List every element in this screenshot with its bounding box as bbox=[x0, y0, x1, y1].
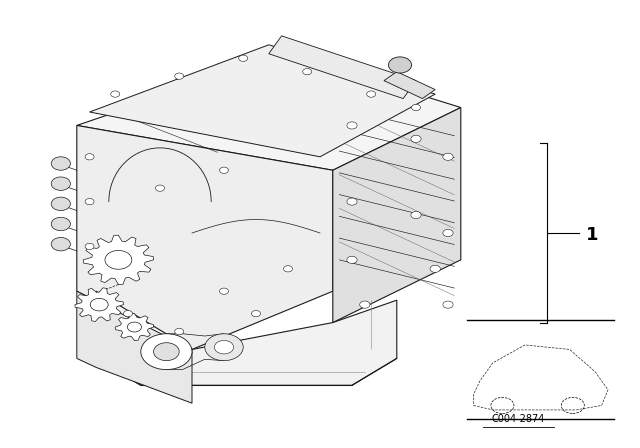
Circle shape bbox=[411, 211, 421, 219]
Circle shape bbox=[412, 104, 420, 111]
Circle shape bbox=[220, 167, 228, 173]
Circle shape bbox=[252, 310, 260, 317]
Circle shape bbox=[175, 328, 184, 335]
Circle shape bbox=[443, 153, 453, 160]
Polygon shape bbox=[333, 108, 461, 323]
Circle shape bbox=[141, 334, 192, 370]
Circle shape bbox=[239, 55, 248, 61]
Circle shape bbox=[303, 69, 312, 75]
Circle shape bbox=[51, 237, 70, 251]
Circle shape bbox=[220, 288, 228, 294]
Polygon shape bbox=[77, 54, 461, 170]
Circle shape bbox=[430, 265, 440, 272]
Circle shape bbox=[51, 197, 70, 211]
Circle shape bbox=[388, 57, 412, 73]
Circle shape bbox=[205, 334, 243, 361]
Polygon shape bbox=[115, 314, 154, 340]
Circle shape bbox=[156, 185, 164, 191]
Polygon shape bbox=[75, 288, 124, 322]
Text: 1: 1 bbox=[586, 226, 598, 244]
Circle shape bbox=[411, 135, 421, 142]
Circle shape bbox=[367, 91, 376, 97]
Circle shape bbox=[347, 198, 357, 205]
Circle shape bbox=[51, 177, 70, 190]
Circle shape bbox=[127, 322, 141, 332]
Polygon shape bbox=[90, 45, 435, 157]
Circle shape bbox=[85, 198, 94, 205]
Circle shape bbox=[85, 154, 94, 160]
Polygon shape bbox=[384, 72, 435, 99]
Polygon shape bbox=[96, 291, 397, 385]
Circle shape bbox=[105, 250, 132, 269]
Circle shape bbox=[347, 256, 357, 263]
Circle shape bbox=[360, 301, 370, 308]
Text: C004-2874: C004-2874 bbox=[492, 414, 545, 424]
Circle shape bbox=[90, 298, 108, 311]
Circle shape bbox=[51, 217, 70, 231]
Polygon shape bbox=[77, 291, 192, 403]
Circle shape bbox=[124, 310, 132, 317]
Polygon shape bbox=[269, 36, 416, 99]
Circle shape bbox=[85, 243, 94, 250]
Circle shape bbox=[111, 91, 120, 97]
Circle shape bbox=[284, 266, 292, 272]
Circle shape bbox=[347, 122, 357, 129]
Circle shape bbox=[443, 229, 453, 237]
Circle shape bbox=[443, 301, 453, 308]
Polygon shape bbox=[77, 125, 333, 349]
Circle shape bbox=[51, 157, 70, 170]
Circle shape bbox=[175, 73, 184, 79]
Polygon shape bbox=[83, 235, 154, 284]
Circle shape bbox=[154, 343, 179, 361]
Circle shape bbox=[214, 340, 234, 354]
